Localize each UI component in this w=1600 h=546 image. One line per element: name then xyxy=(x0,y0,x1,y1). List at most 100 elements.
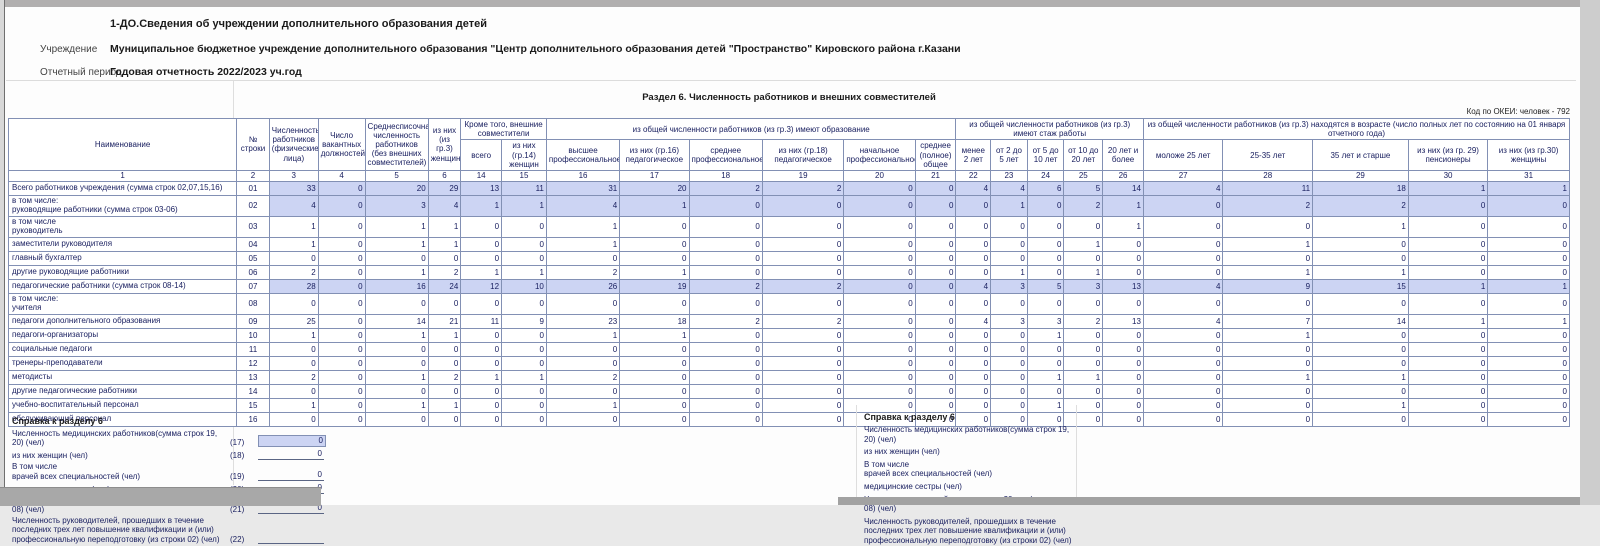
window-edge-top xyxy=(0,0,1600,7)
table-cell: 0 xyxy=(1312,250,1409,266)
table-cell: 0 xyxy=(688,194,763,217)
table-cell: 0 xyxy=(1142,215,1224,238)
spravka-item: В том числе врачей всех специальностей (… xyxy=(12,462,328,481)
column-header: из них (гр.18) педагогическое xyxy=(761,139,845,171)
table-cell: 0 xyxy=(1063,215,1104,238)
table-cell: 12 xyxy=(460,278,503,294)
table-row-14: другие педагогические работники 14 0 0 0 0 0 0 0… xyxy=(7,383,1570,399)
spravka-value-field[interactable] xyxy=(258,533,324,544)
table-cell: 1 xyxy=(1407,278,1489,294)
table-cell: 0 xyxy=(1142,383,1224,399)
table-cell: 0 xyxy=(1487,194,1570,217)
column-header: из них (из гр.30) женщины xyxy=(1487,139,1570,171)
table-cell: 0 xyxy=(843,411,916,427)
table-cell: 0 xyxy=(843,215,916,238)
table-cell: 0 xyxy=(1407,355,1489,371)
table-cell: 0 xyxy=(761,215,845,238)
table-cell: 23 xyxy=(545,313,621,329)
table-cell: 0 xyxy=(1102,411,1144,427)
table-cell: 0 xyxy=(955,397,992,413)
table-cell: 0 xyxy=(955,369,992,385)
spravka-item-code: (17) xyxy=(230,438,245,448)
table-cell: 0 xyxy=(1142,369,1224,385)
table-cell: 0 xyxy=(1312,341,1409,357)
spravka-value-field[interactable]: 0 xyxy=(258,435,326,448)
table-cell: 0 xyxy=(1407,327,1489,343)
table-cell: 2 xyxy=(268,369,319,385)
spravka-item-label: Численность руководителей, прошедших в т… xyxy=(864,516,1072,545)
table-cell: 0 xyxy=(460,397,503,413)
table-row-07: педагогические работники (сумма строк 08… xyxy=(7,278,1570,294)
table-cell: 18 xyxy=(619,313,690,329)
table-cell: 0 xyxy=(1487,397,1570,413)
table-cell: 0 xyxy=(761,411,845,427)
row-code: 02 xyxy=(236,194,270,217)
table-cell: 1 xyxy=(619,264,690,280)
table-cell: 3 xyxy=(990,313,1028,329)
column-header: от 5 до 10 лет xyxy=(1026,139,1065,171)
table-cell: 2 xyxy=(545,369,621,385)
column-header: среднее профессиональное xyxy=(688,139,763,171)
table-cell: 0 xyxy=(843,278,916,294)
table-cell: 11 xyxy=(460,313,503,329)
table-cell: 13 xyxy=(460,180,503,196)
column-number: 5 xyxy=(364,169,429,182)
column-group-header: из общей численности работников (из гр.3… xyxy=(955,117,1144,141)
table-cell: 0 xyxy=(1407,397,1489,413)
table-cell: 2 xyxy=(761,180,845,196)
column-number: 23 xyxy=(990,169,1028,182)
table-cell: 0 xyxy=(990,355,1028,371)
table-cell: 1 xyxy=(1407,313,1489,329)
table-cell: 1 xyxy=(427,215,462,238)
table-cell: 0 xyxy=(914,215,957,238)
spravka-value-field[interactable]: 0 xyxy=(258,449,324,461)
spravka-item-label: Численность руководителей, прошедших в т… xyxy=(12,516,220,544)
table-cell: 0 xyxy=(1142,264,1224,280)
table-cell: 4 xyxy=(955,180,992,196)
table-cell: 0 xyxy=(1026,250,1065,266)
column-number: 19 xyxy=(761,169,845,182)
table-cell: 4 xyxy=(427,194,462,217)
table-cell: 0 xyxy=(1312,383,1409,399)
row-code: 10 xyxy=(236,327,270,343)
window-edge-left xyxy=(0,0,5,505)
table-cell: 0 xyxy=(1407,264,1489,280)
column-group-header: из общей численности работников (из гр.3… xyxy=(1142,117,1571,141)
table-cell: 0 xyxy=(364,411,429,427)
table-cell: 0 xyxy=(1063,397,1104,413)
table-cell: 0 xyxy=(545,411,621,427)
table-cell: 0 xyxy=(990,250,1028,266)
row-name: методисты xyxy=(7,369,238,385)
table-cell: 0 xyxy=(843,397,916,413)
table-cell: 0 xyxy=(545,250,621,266)
spravka-value-field[interactable]: 0 xyxy=(258,470,324,481)
table-cell: 0 xyxy=(1487,327,1570,343)
table-cell: 1 xyxy=(1407,180,1489,196)
table-row-11: социальные педагоги 11 0 0 0 0 0 0 0 0 0 0 0 0 0 0 0 0 0 0 0… xyxy=(7,341,1570,357)
table-cell: 0 xyxy=(501,341,547,357)
table-row-02: в том числе: руководящие работники (сумм… xyxy=(7,194,1570,217)
table-cell: 20 xyxy=(364,180,429,196)
table-cell: 0 xyxy=(1026,383,1065,399)
column-header: от 10 до 20 лет xyxy=(1063,139,1104,171)
column-number: 17 xyxy=(619,169,690,182)
table-cell: 1 xyxy=(1222,236,1314,252)
column-header: начальное профессиональное xyxy=(843,139,916,171)
table-cell: 0 xyxy=(761,292,845,315)
table-cell: 0 xyxy=(1142,194,1224,217)
table-cell: 0 xyxy=(501,411,547,427)
table-row-09: педагоги дополнительного образования 09 25… xyxy=(7,313,1570,329)
table-cell: 0 xyxy=(914,278,957,294)
field-label-institution: Учреждение xyxy=(40,44,98,55)
table-cell: 0 xyxy=(364,355,429,371)
column-number: 29 xyxy=(1312,169,1409,182)
table-cell: 0 xyxy=(619,292,690,315)
table-cell: 0 xyxy=(501,383,547,399)
table-cell: 1 xyxy=(427,236,462,252)
table-cell: 0 xyxy=(843,341,916,357)
table-row-16: обслуживающий персонал 16 0 0 0 0 0 0 0 0 0 0 0 0 0 0 0 0… xyxy=(7,411,1570,427)
table-cell: 1 xyxy=(619,194,690,217)
column-header: от 2 до 5 лет xyxy=(990,139,1028,171)
row-name: педагоги-организаторы xyxy=(7,327,238,343)
table-cell: 21 xyxy=(427,313,462,329)
